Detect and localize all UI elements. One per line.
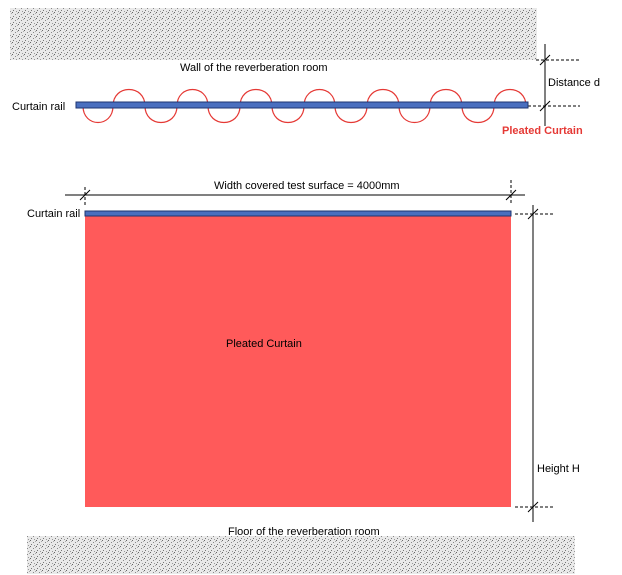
height-dimension: [515, 205, 553, 522]
width-dimension: [65, 180, 525, 205]
curtain-rail-front: [84, 210, 512, 217]
width-label: Width covered test surface = 4000mm: [214, 180, 400, 192]
distance-label: Distance d: [548, 77, 600, 89]
wall-label: Wall of the reverberation room: [180, 62, 328, 74]
height-label: Height H: [537, 463, 580, 475]
distance-dimension: [528, 44, 580, 126]
floor-label: Floor of the reverberation room: [228, 526, 380, 538]
rail-label-front: Curtain rail: [27, 208, 80, 220]
curtain-label-top: Pleated Curtain: [502, 125, 583, 137]
pleated-curtain-front: [85, 213, 511, 507]
curtain-rail-top: [75, 101, 529, 109]
curtain-label-front: Pleated Curtain: [226, 338, 302, 350]
wall-hatch: [10, 8, 537, 60]
rail-label-top: Curtain rail: [12, 101, 65, 113]
floor-hatch: [27, 536, 575, 574]
